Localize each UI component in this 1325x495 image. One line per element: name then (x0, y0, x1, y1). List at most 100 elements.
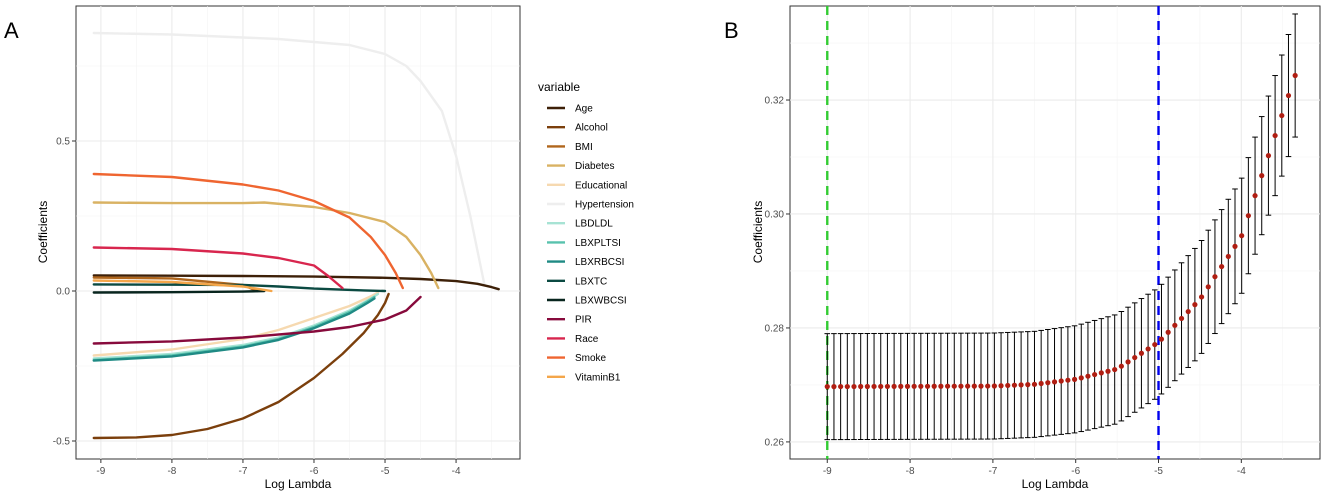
cv-point-56 (1198, 294, 1205, 300)
cv-point-1 (831, 384, 837, 390)
cv-point-15 (924, 383, 931, 389)
legend-label-bmi: BMI (575, 142, 593, 153)
cv-point-14 (918, 383, 924, 389)
cv-point-54 (1185, 308, 1191, 315)
cv-point-5 (858, 383, 864, 390)
cv-point-51 (1165, 329, 1171, 335)
cv-point-23 (978, 383, 984, 389)
panel-a-x-tick-label-1: -8 (167, 466, 176, 477)
cv-point-31 (1031, 381, 1038, 387)
cv-point-57 (1205, 284, 1211, 290)
cv-point-6 (864, 383, 870, 390)
panel-b-x-tick-label-2: -7 (988, 466, 997, 477)
cv-point-62 (1239, 233, 1245, 239)
cv-point-32 (1038, 380, 1044, 387)
panel-b-x-tick-label-4: -5 (1154, 466, 1163, 477)
panel-a-y-tick-label-1: 0.0 (56, 287, 70, 298)
cv-point-34 (1051, 379, 1058, 385)
legend-label-lbxpltsi: LBXPLTSI (575, 238, 621, 249)
cv-point-35 (1058, 378, 1064, 384)
cv-point-19 (951, 383, 957, 389)
cv-point-9 (884, 383, 891, 390)
cv-point-8 (878, 383, 884, 390)
legend-label-lbxwbcsi: LBXWBCSI (575, 296, 627, 307)
cv-point-66 (1265, 153, 1272, 159)
legend-title: variable (538, 80, 580, 94)
legend-label-diabetes: Diabetes (575, 161, 614, 172)
cv-point-65 (1259, 173, 1265, 179)
legend-label-race: Race (575, 334, 599, 345)
cv-point-59 (1219, 263, 1225, 270)
panel-a-legend: variable Age Alcohol BMI Diabetes Educationa… (538, 80, 634, 383)
cv-point-58 (1212, 274, 1218, 280)
line-pir (92, 295, 422, 345)
cv-point-39 (1085, 373, 1091, 379)
cv-point-17 (938, 383, 944, 389)
line-smoke (92, 172, 404, 290)
line-race (92, 246, 344, 290)
panel-b-y-axis-title: Coefficients (751, 201, 765, 263)
cv-point-27 (1005, 382, 1011, 389)
panel-b-x-tick-label-5: -4 (1237, 466, 1246, 477)
panel-b-y-tick-label-3: 0.32 (765, 96, 785, 107)
panel-a-x-tick-label-0: -9 (96, 466, 105, 477)
cv-point-36 (1065, 377, 1071, 383)
cv-point-40 (1092, 371, 1098, 378)
legend-label-lbdldl: LBDLDL (575, 219, 613, 230)
panel-b-y-tick-label-1: 0.28 (765, 323, 785, 334)
panel-a-x-axis-title: Log Lambda (265, 477, 332, 491)
cv-point-24 (985, 383, 991, 389)
panel-a-y-tick-label-2: 0.5 (56, 137, 70, 148)
cv-point-69 (1285, 92, 1292, 99)
panel-a-x-tick-label-5: -4 (452, 466, 461, 477)
cv-point-47 (1138, 350, 1145, 356)
cv-point-13 (911, 383, 917, 389)
panel-b-x-tick-label-1: -8 (906, 466, 915, 477)
panel-a-x-tick-label-4: -5 (381, 466, 390, 477)
cv-point-70 (1292, 72, 1298, 79)
cv-point-38 (1078, 375, 1084, 381)
panel-a-axis-ticks: -9 -8 -7 -6 -5 -4 -0.5 0.0 0.5 (53, 137, 461, 478)
panel-a-x-tick-label-2: -7 (238, 466, 247, 477)
legend-label-smoke: Smoke (575, 353, 607, 364)
cv-point-52 (1172, 322, 1178, 328)
cv-point-30 (1025, 382, 1031, 388)
cv-point-63 (1245, 213, 1251, 219)
cv-point-28 (1011, 382, 1018, 388)
cv-point-64 (1252, 193, 1258, 199)
cv-point-11 (898, 383, 904, 389)
panel-b-axis-ticks: -9 -8 -7 -6 -5 -4 0.26 0.28 0.30 0.32 (765, 96, 1247, 477)
cv-point-21 (965, 383, 971, 389)
cv-point-49 (1152, 341, 1158, 348)
cv-point-7 (871, 383, 877, 390)
panel-b-x-tick-label-0: -9 (823, 466, 832, 477)
panel-a-y-axis-title: Coefficients (36, 201, 50, 263)
cv-point-4 (851, 383, 857, 390)
cv-point-37 (1071, 376, 1078, 382)
panel-a-x-tick-label-3: -6 (310, 466, 319, 477)
cv-point-2 (838, 383, 844, 390)
cv-point-33 (1045, 380, 1051, 386)
panel-a-gridlines (76, 6, 520, 459)
legend-label-pir: PIR (575, 315, 592, 326)
cv-point-46 (1132, 354, 1138, 361)
legend-label-vitaminb1: VitaminB1 (575, 372, 621, 383)
cv-point-45 (1125, 359, 1131, 365)
cv-point-18 (944, 383, 951, 389)
panel-b-points (824, 72, 1298, 390)
cv-point-3 (844, 383, 850, 390)
cv-point-43 (1112, 366, 1118, 373)
cv-point-48 (1145, 346, 1151, 352)
cv-point-20 (958, 383, 964, 389)
panel-b-cv-curve: -9 -8 -7 -6 -5 -40.260.280.300.32 Log Lambda … (751, 5, 1321, 491)
cv-point-26 (998, 383, 1004, 389)
panel-b-tag: B (724, 18, 739, 43)
panel-a-lasso-path: -9 -8 -7 -6 -5 -4 -0.5 0.0 0.5 Log Lambda Coeffi… (36, 5, 634, 491)
cv-point-29 (1018, 382, 1024, 388)
cv-point-42 (1105, 368, 1111, 374)
line-lbxtc (92, 283, 387, 293)
cv-point-0 (824, 384, 830, 390)
cv-point-53 (1178, 315, 1185, 322)
cv-point-44 (1118, 363, 1124, 369)
